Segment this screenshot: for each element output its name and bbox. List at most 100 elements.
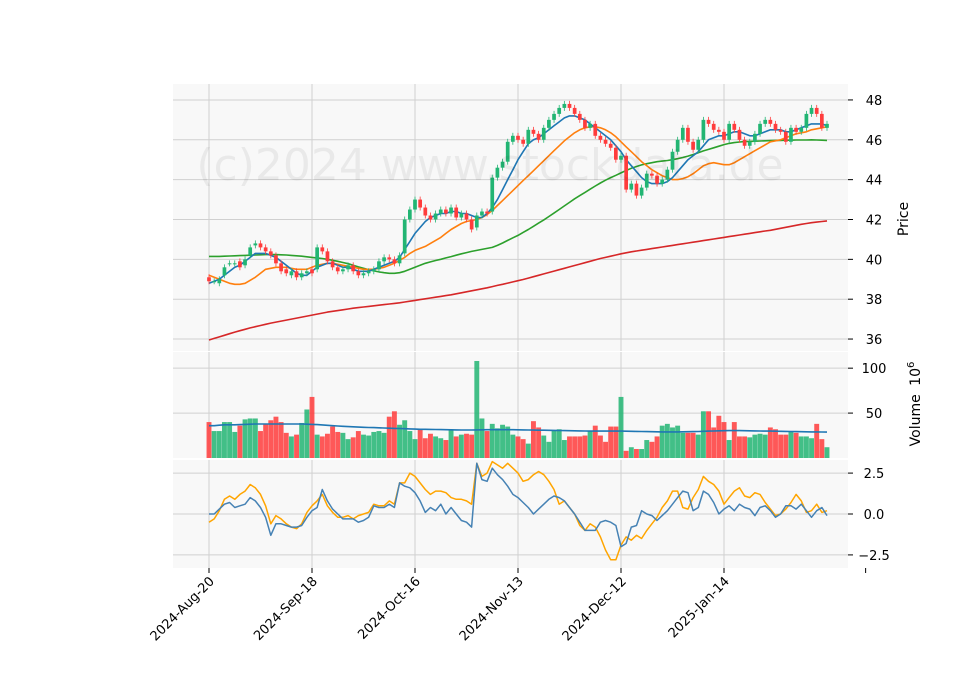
volume-bar — [484, 431, 490, 458]
candle-body — [593, 123, 598, 136]
candle-body — [510, 135, 515, 142]
volume-bar — [819, 439, 825, 458]
candle-body — [232, 263, 237, 265]
candle-body — [773, 123, 778, 130]
candle-body — [814, 107, 819, 114]
volume-bar — [546, 441, 552, 458]
candle-body — [207, 277, 211, 282]
volume-ytick-label: 100 — [862, 362, 887, 377]
candle-body — [722, 131, 726, 140]
volume-bar — [803, 436, 809, 458]
candle-body — [696, 139, 701, 150]
volume-bar — [628, 447, 634, 458]
volume-bar — [314, 434, 320, 458]
candle-body — [619, 155, 623, 160]
candle-body — [526, 129, 531, 144]
candle-body — [263, 247, 268, 252]
volume-bar — [613, 426, 619, 458]
candle-body — [382, 257, 386, 262]
oscillator-ytick-label: 0.0 — [864, 508, 885, 523]
volume-bar — [391, 411, 397, 458]
volume-bar — [221, 422, 227, 458]
oscillator-ytick-label: 2.5 — [864, 467, 885, 482]
volume-bar — [273, 416, 279, 458]
volume-bar — [752, 434, 758, 458]
volume-bar — [670, 427, 675, 458]
volume-bar — [793, 432, 799, 458]
candle-body — [783, 131, 788, 142]
volume-bar — [695, 434, 701, 458]
volume-bar — [494, 428, 500, 458]
volume-bar — [489, 423, 495, 458]
volume-bar — [711, 427, 717, 458]
volume-bar — [263, 423, 269, 458]
candle-body — [629, 183, 634, 190]
candle-body — [274, 255, 278, 264]
volume-bar — [762, 434, 768, 458]
volume-bar — [386, 416, 392, 458]
volume-bar — [680, 432, 686, 458]
candle-body — [686, 127, 690, 142]
candle-body — [361, 273, 366, 276]
candle-body — [423, 207, 428, 216]
candle-body — [227, 263, 232, 265]
candle-body — [248, 247, 253, 256]
candle-body — [505, 141, 510, 162]
candle-body — [701, 119, 706, 140]
price-ytick-label: 44 — [866, 174, 883, 189]
candle-body — [737, 129, 742, 140]
volume-bar — [572, 436, 578, 458]
candle-body — [583, 119, 587, 128]
candle-body — [289, 271, 294, 276]
volume-bar — [237, 425, 243, 458]
candle-body — [711, 123, 716, 130]
candle-body — [650, 173, 654, 176]
candle-body — [335, 267, 340, 272]
oscillator-fast-line — [208, 460, 828, 561]
volume-bar — [639, 449, 645, 458]
volume-bar — [814, 423, 820, 458]
candle-body — [552, 113, 556, 120]
volume-bar — [536, 427, 542, 458]
candle-body — [212, 281, 217, 283]
volume-bar — [433, 436, 439, 458]
volume-bar — [783, 434, 789, 458]
volume-ma-line — [209, 423, 828, 433]
volume-bar — [582, 435, 588, 458]
candle-body — [341, 269, 345, 272]
candle-body — [238, 261, 242, 268]
watermark: (c)2024 www.stockdata.de — [196, 140, 783, 191]
candle-body — [799, 127, 804, 132]
price-ytick-label: 36 — [866, 333, 883, 348]
volume-bar — [618, 396, 624, 458]
volume-bar — [294, 434, 300, 458]
volume-bar — [206, 422, 212, 458]
volume-bar — [304, 409, 310, 458]
volume-bar — [700, 411, 706, 458]
volume-bar — [742, 436, 748, 458]
volume-bar — [500, 424, 506, 458]
volume-panel: 50 100 — [173, 352, 886, 458]
volume-bar — [798, 436, 804, 458]
volume-bar — [258, 431, 263, 458]
candle-body — [222, 267, 227, 276]
candle-body — [825, 123, 829, 128]
candle-body — [809, 107, 814, 114]
candle-body — [449, 207, 453, 214]
volume-bar — [340, 432, 346, 458]
candle-body — [366, 271, 371, 274]
candle-body — [804, 113, 809, 128]
candle-body — [377, 261, 381, 270]
volume-bar — [690, 432, 696, 458]
volume-bar — [685, 432, 691, 458]
candle-body — [413, 199, 417, 210]
candle-body — [356, 271, 361, 276]
volume-bar — [644, 440, 650, 458]
volume-bar — [299, 422, 305, 458]
ma-200-line — [208, 220, 828, 341]
candle-body — [243, 259, 247, 266]
candle-body — [665, 169, 670, 180]
candle-body — [691, 141, 695, 150]
volume-bar — [479, 418, 485, 458]
candle-body — [217, 279, 222, 284]
